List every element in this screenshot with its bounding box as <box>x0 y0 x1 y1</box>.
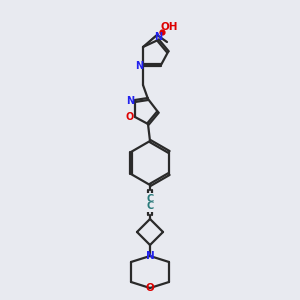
Text: N: N <box>126 96 134 106</box>
Text: N: N <box>146 251 154 261</box>
Text: O: O <box>146 283 154 293</box>
Text: C: C <box>146 194 154 204</box>
Polygon shape <box>143 34 159 47</box>
Text: N: N <box>135 61 143 71</box>
Text: C: C <box>146 201 154 211</box>
Text: O: O <box>126 112 134 122</box>
Text: N: N <box>154 32 162 42</box>
Text: OH: OH <box>160 22 178 32</box>
